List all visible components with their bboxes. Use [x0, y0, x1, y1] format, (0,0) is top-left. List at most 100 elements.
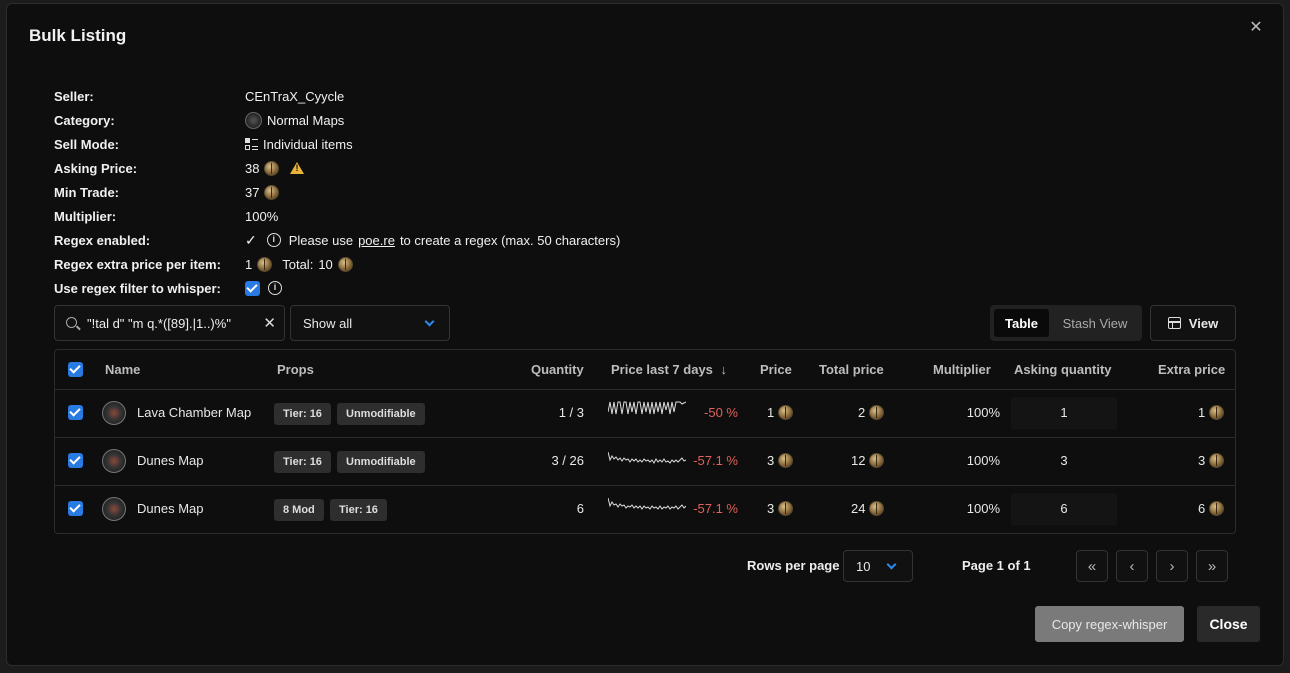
- view-button-label: View: [1188, 315, 1219, 331]
- currency-orb-icon: [869, 405, 885, 420]
- page-info: Page 1 of 1: [962, 558, 1031, 573]
- table-row: Lava Chamber Map Tier: 16 Unmodifiable 1…: [55, 390, 1235, 438]
- header-total-price[interactable]: Total price: [819, 362, 884, 377]
- price: 3: [767, 453, 794, 468]
- quantity: 1 / 3: [558, 405, 584, 420]
- currency-orb-icon: [778, 453, 794, 468]
- close-button[interactable]: Close: [1197, 606, 1260, 642]
- tab-table[interactable]: Table: [994, 309, 1049, 337]
- header-quantity[interactable]: Quantity: [531, 362, 584, 377]
- header-multiplier[interactable]: Multiplier: [933, 362, 991, 377]
- regex-extra-label: Regex extra price per item:: [54, 256, 221, 272]
- multiplier: 100%: [966, 501, 1000, 516]
- row-checkbox[interactable]: [68, 405, 83, 420]
- warning-icon: [290, 162, 305, 174]
- asking-quantity-input[interactable]: 6: [1011, 493, 1117, 525]
- quantity: 6: [576, 501, 584, 516]
- header-name[interactable]: Name: [105, 362, 141, 377]
- check-icon: ✓: [245, 231, 257, 248]
- multiplier-label: Multiplier:: [54, 208, 117, 224]
- map-icon: [245, 111, 262, 129]
- multiplier: 100%: [966, 453, 1000, 468]
- sell-mode-label: Sell Mode:: [54, 136, 120, 152]
- currency-orb-icon: [778, 405, 794, 420]
- chevron-down-icon: [424, 316, 435, 327]
- tab-stash-view[interactable]: Stash View: [1062, 315, 1128, 331]
- show-filter-select[interactable]: Show all: [290, 305, 450, 341]
- view-button[interactable]: View: [1150, 305, 1236, 341]
- row-checkbox[interactable]: [68, 453, 83, 468]
- use-regex-checkbox[interactable]: [245, 280, 260, 296]
- row-checkbox[interactable]: [68, 501, 83, 516]
- price: 1: [767, 405, 794, 420]
- rows-per-page-label: Rows per page: [747, 558, 840, 573]
- quantity: 3 / 26: [551, 453, 584, 468]
- copy-regex-whisper-button[interactable]: Copy regex-whisper: [1035, 606, 1184, 642]
- poe-re-link[interactable]: poe.re: [358, 232, 395, 248]
- extra-price: 3: [1198, 453, 1225, 468]
- currency-orb-icon: [257, 256, 273, 272]
- header-asking-quantity[interactable]: Asking quantity: [1014, 362, 1112, 377]
- map-icon: [102, 497, 126, 521]
- min-trade-label: Min Trade:: [54, 184, 120, 200]
- seller-label: Seller:: [54, 88, 94, 104]
- item-name: Dunes Map: [137, 453, 204, 468]
- header-price-7d[interactable]: Price last 7 days ↓: [611, 362, 728, 377]
- extra-price: 1: [1198, 405, 1225, 420]
- prop-tag: Unmodifiable: [337, 403, 425, 425]
- price-sparkline: [608, 401, 686, 415]
- header-price[interactable]: Price: [760, 362, 792, 377]
- currency-orb-icon: [337, 256, 353, 272]
- multiplier-value: 100%: [245, 208, 279, 224]
- chevron-down-icon: [886, 559, 897, 570]
- currency-orb-icon: [869, 453, 885, 468]
- listing-table: Name Props Quantity Price last 7 days ↓ …: [54, 349, 1236, 534]
- next-page-button[interactable]: ›: [1156, 550, 1188, 582]
- view-mode-toggle: Table Stash View: [990, 305, 1142, 341]
- regex-hint-suffix: to create a regex (max. 50 characters): [399, 232, 621, 248]
- clear-icon[interactable]: ✕: [263, 315, 276, 332]
- asking-price-label: Asking Price:: [54, 160, 138, 176]
- price-change: -57.1 %: [693, 453, 738, 468]
- multiplier: 100%: [966, 405, 1000, 420]
- last-page-button[interactable]: »: [1196, 550, 1228, 582]
- table-row: Dunes Map Tier: 16 Unmodifiable 3 / 26 -…: [55, 438, 1235, 486]
- regex-extra-value: 1: [245, 256, 253, 272]
- close-icon[interactable]: ✕: [1249, 19, 1263, 36]
- header-extra-price[interactable]: Extra price: [1158, 362, 1226, 377]
- prop-tag: Unmodifiable: [337, 451, 425, 473]
- extra-price: 6: [1198, 501, 1225, 516]
- prop-tag: Tier: 16: [274, 451, 331, 473]
- asking-price-value: 38: [245, 160, 260, 176]
- search-value: "!tal d" "m q.*([89].|1..)%": [87, 315, 231, 331]
- asking-quantity-input[interactable]: 3: [1060, 453, 1068, 468]
- map-icon: [102, 449, 126, 473]
- first-page-button[interactable]: «: [1076, 550, 1108, 582]
- currency-orb-icon: [1209, 405, 1225, 420]
- price-change: -57.1 %: [693, 501, 738, 516]
- price-change: -50 %: [704, 405, 738, 420]
- total-price: 12: [851, 453, 885, 468]
- header-props[interactable]: Props: [277, 362, 314, 377]
- price-sparkline: [608, 497, 686, 510]
- info-icon[interactable]: i: [266, 233, 281, 247]
- seller-value: CEnTraX_Cyycle: [245, 88, 345, 104]
- regex-search-input[interactable]: "!tal d" "m q.*([89].|1..)%" ✕: [54, 305, 285, 341]
- currency-orb-icon: [1209, 501, 1225, 516]
- item-name: Dunes Map: [137, 501, 204, 516]
- regex-enabled-label: Regex enabled:: [54, 232, 151, 248]
- info-icon[interactable]: i: [268, 281, 282, 295]
- search-icon: [66, 317, 77, 328]
- category-value: Normal Maps: [267, 112, 345, 128]
- currency-orb-icon: [264, 184, 280, 200]
- rows-per-page-select[interactable]: 10: [843, 550, 913, 582]
- use-regex-label: Use regex filter to whisper:: [54, 280, 221, 296]
- select-all-checkbox[interactable]: [68, 362, 83, 377]
- rows-per-page-value: 10: [856, 558, 871, 574]
- previous-page-button[interactable]: ‹: [1116, 550, 1148, 582]
- asking-quantity-input[interactable]: 1: [1011, 397, 1117, 429]
- sell-mode-value: Individual items: [263, 136, 353, 152]
- show-filter-value: Show all: [303, 315, 353, 331]
- total-price: 24: [851, 501, 885, 516]
- prop-tag: Tier: 16: [274, 403, 331, 425]
